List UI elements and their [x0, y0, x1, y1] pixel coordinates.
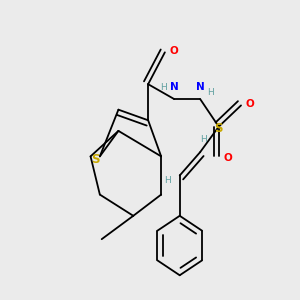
- Text: O: O: [223, 153, 232, 163]
- Text: S: S: [214, 122, 223, 135]
- Text: H: H: [200, 135, 207, 144]
- Text: S: S: [91, 153, 100, 166]
- Text: H: H: [164, 176, 171, 185]
- Text: O: O: [246, 99, 254, 109]
- Text: H: H: [160, 83, 167, 92]
- Text: N: N: [170, 82, 178, 92]
- Text: H: H: [207, 88, 214, 97]
- Text: N: N: [196, 82, 205, 92]
- Text: O: O: [169, 46, 178, 56]
